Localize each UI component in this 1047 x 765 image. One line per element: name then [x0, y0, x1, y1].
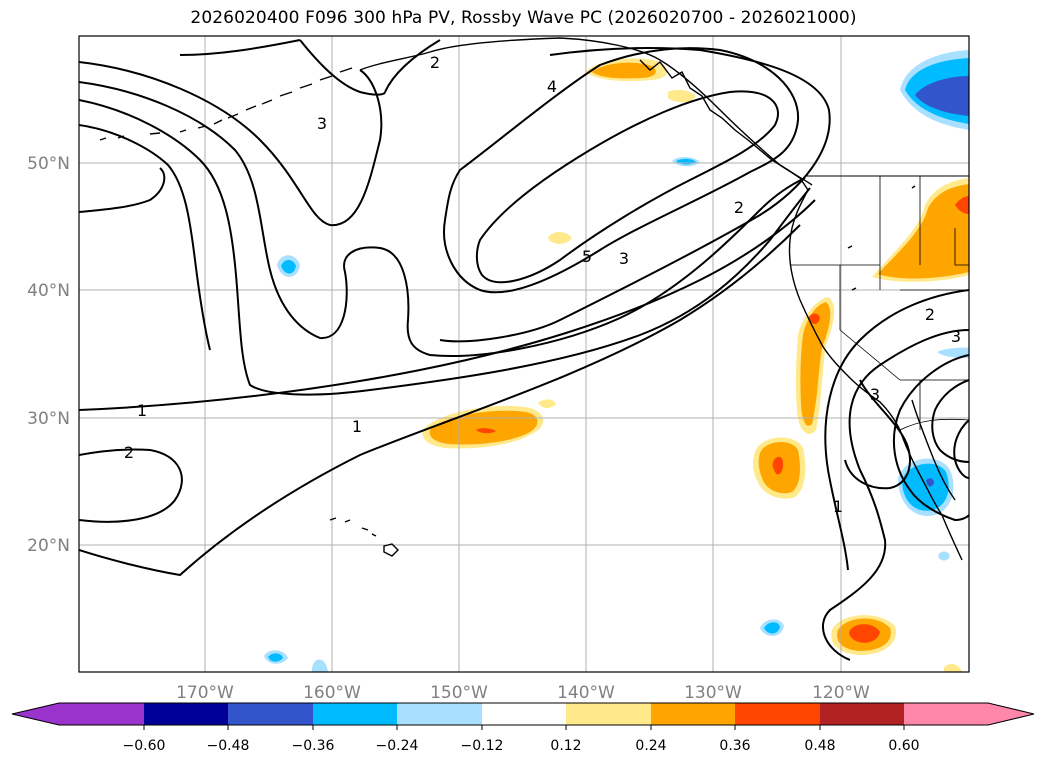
- colorbar-tick: −0.48: [207, 738, 250, 754]
- colorbar-tick: −0.36: [292, 738, 335, 754]
- contour-label: 1: [137, 401, 147, 420]
- colorbar-over-extend: [988, 703, 1034, 725]
- lon-label-120w: 120°W: [812, 683, 870, 703]
- colorbar-tick: −0.60: [123, 738, 166, 754]
- contour-label: 4: [547, 77, 557, 96]
- colorbar-tick: 0.24: [635, 738, 666, 754]
- lon-label-150w: 150°W: [430, 683, 488, 703]
- graticule: [79, 36, 969, 672]
- longitude-labels: 170°W 160°W 150°W 140°W 130°W 120°W: [176, 683, 870, 703]
- map-frame: [78, 35, 970, 673]
- colorbar-segment: [59, 703, 144, 725]
- lon-label-170w: 170°W: [176, 683, 234, 703]
- lat-label-50n: 50°N: [27, 154, 70, 174]
- colorbar-tick: −0.24: [376, 738, 419, 754]
- colorbar-tick: 0.12: [550, 738, 581, 754]
- contour-label: 3: [317, 114, 327, 133]
- lon-label-160w: 160°W: [303, 683, 361, 703]
- lat-label-40n: 40°N: [27, 281, 70, 301]
- lat-label-30n: 30°N: [27, 409, 70, 429]
- contour-label: 2: [430, 53, 440, 72]
- colorbar-segment: [651, 703, 735, 725]
- contour-label: 3: [619, 249, 629, 268]
- colorbar-segment: [820, 703, 904, 725]
- colorbar-tick: 0.36: [719, 738, 750, 754]
- contour-label: 2: [734, 198, 744, 217]
- contour-label: 2: [124, 443, 134, 462]
- colorbar-segment: [482, 703, 566, 725]
- colorbar-segment: [397, 703, 482, 725]
- contour-label: 3: [951, 327, 961, 346]
- colorbar-segment: [735, 703, 820, 725]
- colorbar-under-extend: [12, 703, 59, 725]
- contour-label: 1: [352, 417, 362, 436]
- contour-labels: 1 1 1 2 2 2 2 3 3 3 3 4 5: [124, 53, 961, 516]
- map-title: 2026020400 F096 300 hPa PV, Rossby Wave …: [190, 8, 857, 28]
- colorbar-segment: [313, 703, 397, 725]
- coastlines: [99, 37, 969, 561]
- latitude-labels: 50°N 40°N 30°N 20°N: [27, 154, 70, 556]
- contour-label: 1: [833, 497, 843, 516]
- lat-label-20n: 20°N: [27, 536, 70, 556]
- contour-label: 2: [925, 305, 935, 324]
- lon-label-130w: 130°W: [684, 683, 742, 703]
- colorbar-tick: 0.48: [804, 738, 835, 754]
- colorbar-segment: [228, 703, 313, 725]
- colorbar-segment: [144, 703, 228, 725]
- colorbar-tick: 0.60: [888, 738, 919, 754]
- colorbar-tick: −0.12: [461, 738, 504, 754]
- pv-contours: [79, 39, 969, 661]
- contour-label: 5: [582, 247, 592, 266]
- contour-label: 3: [870, 385, 880, 404]
- lon-label-140w: 140°W: [557, 683, 615, 703]
- colorbar-segment: [566, 703, 651, 725]
- colorbar: −0.60 −0.48 −0.36 −0.24 −0.12 0.12 0.24 …: [11, 702, 1035, 754]
- colorbar-segment: [904, 703, 988, 725]
